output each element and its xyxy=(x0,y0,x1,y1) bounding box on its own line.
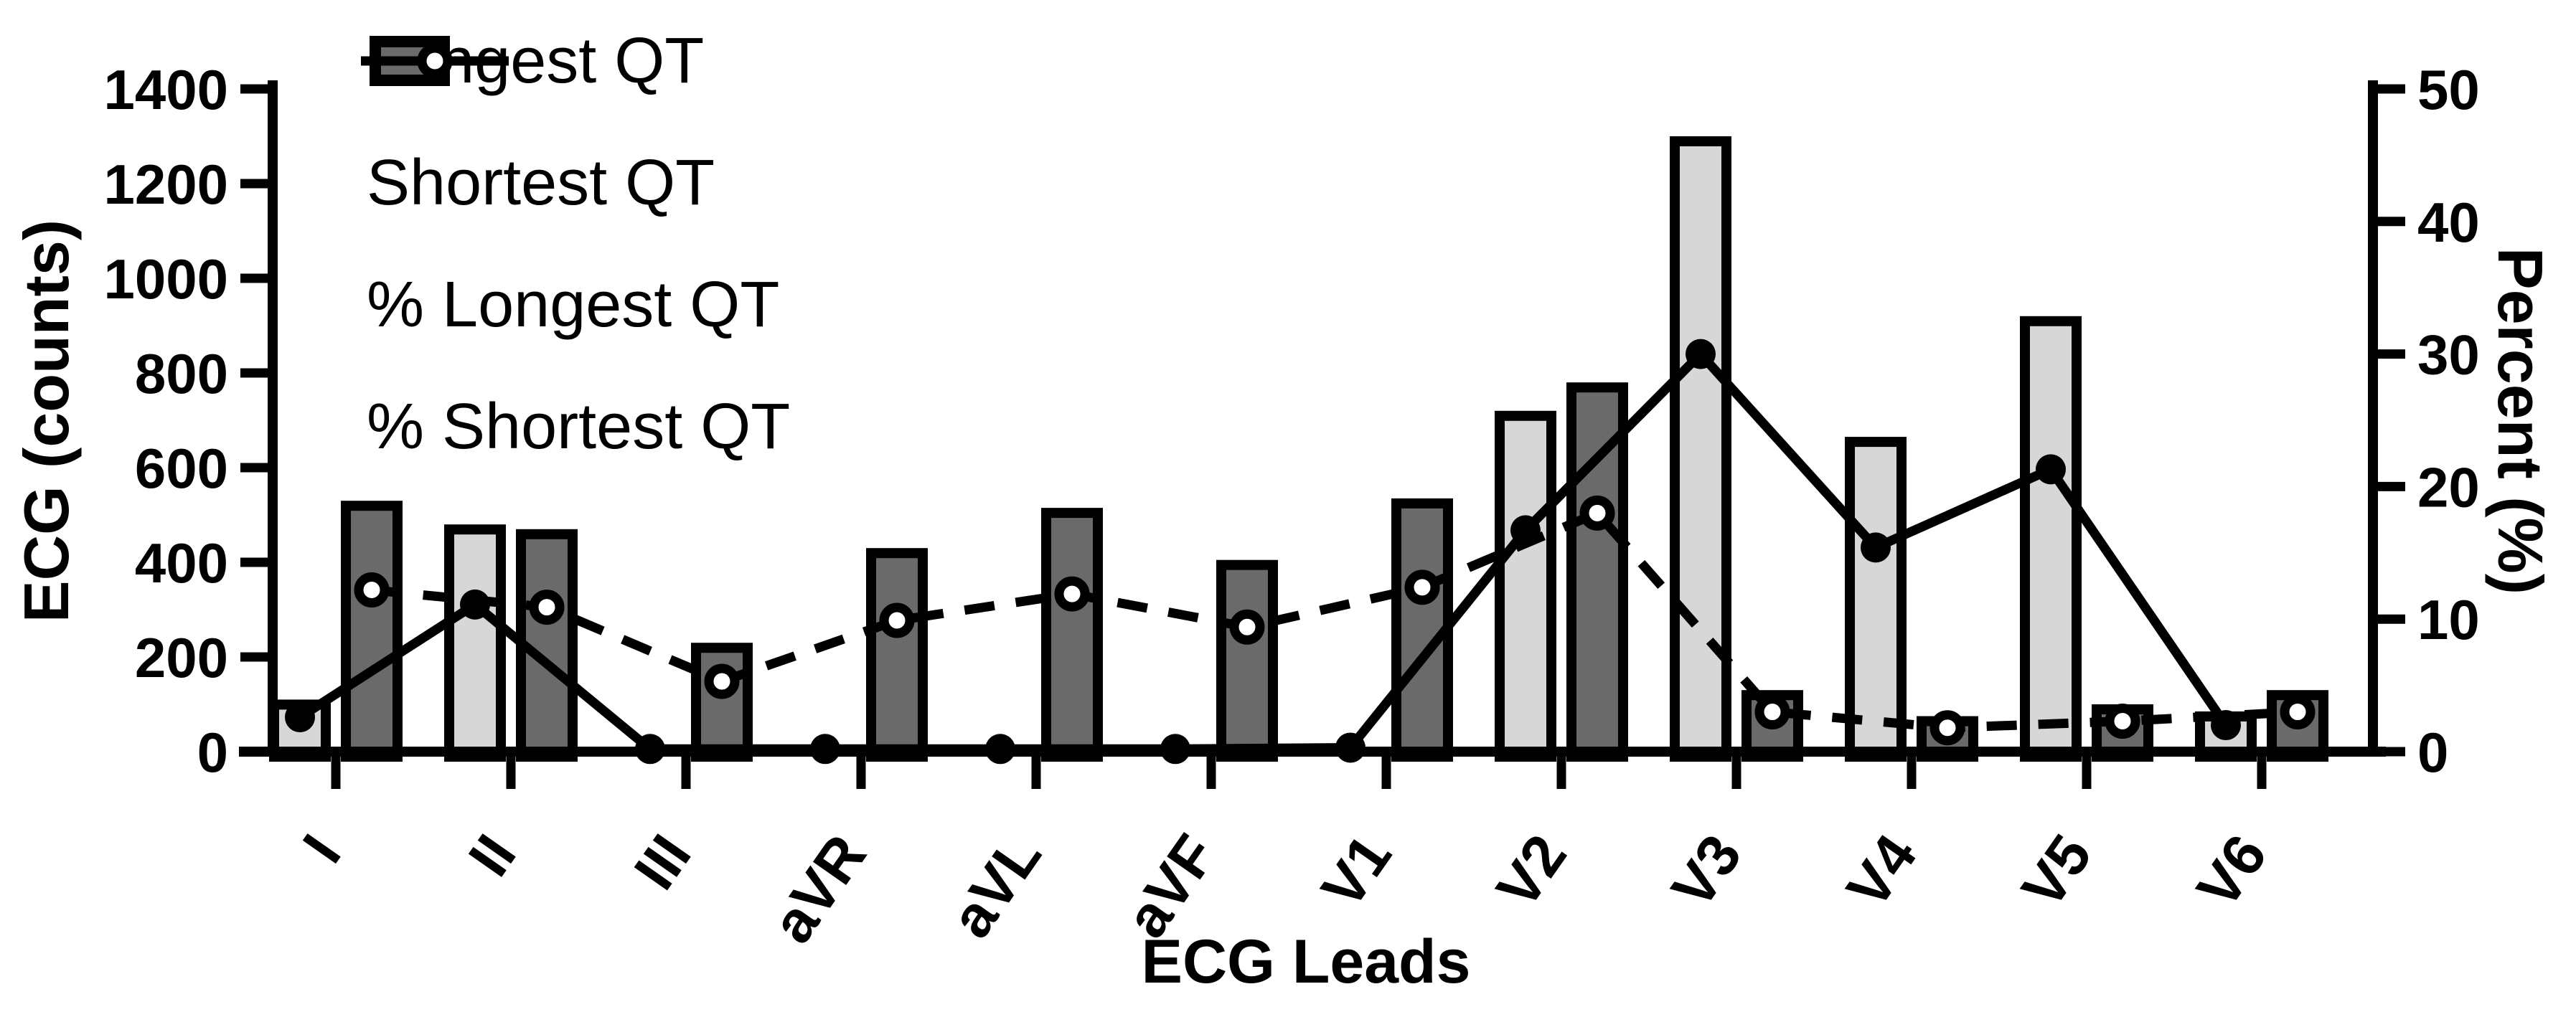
x-axis-tick-label-iii: III xyxy=(622,823,704,901)
x-axis-tick-label-v5: V5 xyxy=(2010,823,2105,919)
legend-label: % Longest QT xyxy=(367,268,780,341)
marker-open-circle-i xyxy=(354,572,390,608)
marker-open-circle-v6 xyxy=(2280,694,2316,730)
line-shortest-qt xyxy=(371,507,2298,733)
marker-open-circle-ii xyxy=(529,590,565,625)
marker-filled-circle-ii xyxy=(460,589,490,620)
marker-open-circle-v2 xyxy=(1579,495,1615,531)
right-axis-tick-label: 50 xyxy=(2417,58,2480,121)
left-axis-tick-label: 1000 xyxy=(103,247,228,311)
marker-filled-circle-avl xyxy=(985,734,1015,765)
left-axis-tick-label: 600 xyxy=(135,437,228,500)
marker-filled-circle-v2 xyxy=(1510,515,1541,546)
left-axis-tick-label: 1400 xyxy=(103,58,228,121)
legend-item-shortest-qt: Shortest QT xyxy=(357,36,790,244)
left-axis-tick-label: 400 xyxy=(135,531,228,595)
left-axis-title: ECG (counts) xyxy=(11,219,82,623)
bar-longest-qt-v3 xyxy=(1670,136,1731,762)
x-axis-tick-label-v6: V6 xyxy=(2185,823,2280,919)
bar-shortest-qt-i xyxy=(341,501,403,762)
legend-item-pct-longest-qt: % Longest QT xyxy=(357,46,790,366)
legend-label: % Shortest QT xyxy=(367,390,791,463)
x-axis-tick-label-avr: aVR xyxy=(760,823,879,955)
marker-open-circle-avf xyxy=(1229,609,1265,645)
marker-filled-circle-avr xyxy=(810,734,840,765)
marker-open-circle-avr xyxy=(879,602,915,638)
bar-longest-qt-v5 xyxy=(2020,316,2082,762)
left-axis-tick-label: 200 xyxy=(135,626,228,689)
legend-label: Shortest QT xyxy=(367,146,715,219)
right-axis-tick-label: 20 xyxy=(2417,455,2480,519)
x-axis-tick-label-v3: V3 xyxy=(1660,823,1754,919)
marker-open-circle-avl xyxy=(1054,576,1090,612)
right-axis-tick-label: 10 xyxy=(2417,588,2480,651)
bar-longest-qt-v2 xyxy=(1495,410,1556,762)
x-axis-tick-label-v2: V2 xyxy=(1485,823,1579,919)
dashed-line-open-circle-icon xyxy=(361,43,509,79)
left-axis-tick-label: 800 xyxy=(135,342,228,405)
right-axis-title: Percent (%) xyxy=(2485,247,2556,595)
right-axis-tick-label: 30 xyxy=(2417,323,2480,387)
marker-filled-circle-v1 xyxy=(1335,732,1365,763)
bar-longest-qt-v4 xyxy=(1845,437,1907,762)
marker-open-circle-v1 xyxy=(1404,569,1440,605)
bar-shortest-qt-avl xyxy=(1041,508,1103,762)
marker-filled-circle-avf xyxy=(1160,734,1190,765)
bar-shortest-qt-avr xyxy=(866,548,928,762)
right-axis-tick-label: 0 xyxy=(2417,721,2448,784)
x-axis-tick-label-v1: V1 xyxy=(1310,823,1404,919)
marker-filled-circle-v3 xyxy=(1686,339,1716,369)
x-axis-title: ECG Leads xyxy=(1141,927,1471,996)
bar-shortest-qt-avf xyxy=(1216,559,1278,762)
marker-open-circle-v4 xyxy=(1929,710,1965,746)
legend-item-pct-shortest-qt: % Shortest QT xyxy=(357,43,791,488)
left-axis-tick-label: 1200 xyxy=(103,153,228,216)
marker-filled-circle-iii xyxy=(635,734,665,765)
right-axis-tick-label: 40 xyxy=(2417,191,2480,254)
left-axis-tick-label: 0 xyxy=(197,721,228,784)
x-axis-tick-label-ii: II xyxy=(456,823,529,888)
marker-filled-circle-v5 xyxy=(2036,454,2066,485)
marker-open-circle-v5 xyxy=(2105,703,2140,739)
chart-legend: Longest QT Shortest QT % Longest QT % Sh… xyxy=(357,0,790,488)
x-axis-tick-label-i: I xyxy=(291,823,354,874)
marker-filled-circle-v4 xyxy=(1861,532,1891,563)
marker-filled-circle-i xyxy=(285,701,315,732)
marker-filled-circle-v6 xyxy=(2211,710,2241,741)
bar-longest-qt-ii xyxy=(444,524,506,762)
x-axis-tick-label-v4: V4 xyxy=(1835,823,1929,920)
marker-open-circle-iii xyxy=(704,663,740,699)
marker-open-circle-v3 xyxy=(1754,694,1790,730)
